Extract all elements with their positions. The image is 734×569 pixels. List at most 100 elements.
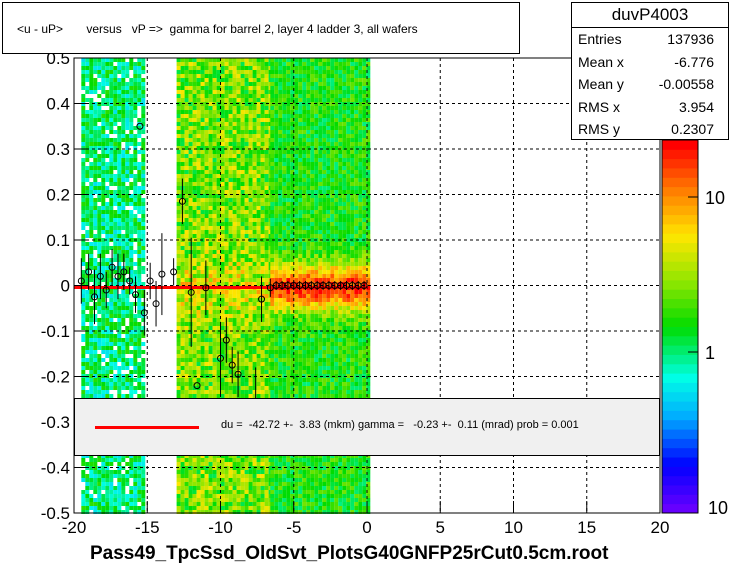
heatmap-cell xyxy=(180,318,185,322)
heatmap-cell xyxy=(192,142,197,146)
heatmap-cell xyxy=(282,62,287,66)
heatmap-cell xyxy=(256,370,261,374)
heatmap-cell xyxy=(252,250,257,254)
heatmap-cell xyxy=(200,218,205,222)
heatmap-cell xyxy=(125,86,130,90)
heatmap-cell xyxy=(278,386,283,390)
heatmap-cell xyxy=(260,166,265,170)
heatmap-cell xyxy=(97,458,102,462)
heatmap-cell xyxy=(137,462,142,466)
heatmap-cell xyxy=(81,170,86,174)
heatmap-cell xyxy=(236,98,241,102)
heatmap-cell xyxy=(121,138,126,142)
heatmap-cell xyxy=(180,350,185,354)
heatmap-cell xyxy=(278,506,283,510)
heatmap-cell xyxy=(232,466,237,470)
heatmap-cell xyxy=(278,194,283,198)
heatmap-cell xyxy=(188,114,193,118)
heatmap-cell xyxy=(105,142,110,146)
heatmap-cell xyxy=(252,218,257,222)
heatmap-cell xyxy=(278,222,283,226)
heatmap-cell xyxy=(274,162,279,166)
heatmap-cell xyxy=(256,318,261,322)
heatmap-cell xyxy=(220,254,225,258)
heatmap-cell xyxy=(117,234,122,238)
heatmap-cell xyxy=(105,302,110,306)
heatmap-cell xyxy=(212,158,217,162)
heatmap-cell xyxy=(200,194,205,198)
heatmap-cell xyxy=(192,458,197,462)
heatmap-cell xyxy=(236,170,241,174)
heatmap-cell xyxy=(188,334,193,338)
heatmap-cell xyxy=(208,246,213,250)
heatmap-cell xyxy=(232,462,237,466)
heatmap-cell xyxy=(141,214,146,218)
heatmap-cell xyxy=(93,186,98,190)
heatmap-cell xyxy=(200,214,205,218)
heatmap-cell xyxy=(137,374,142,378)
heatmap-cell xyxy=(125,138,130,142)
heatmap-cell xyxy=(105,382,110,386)
heatmap-cell xyxy=(137,78,142,82)
heatmap-cell xyxy=(93,202,98,206)
heatmap-cell xyxy=(224,242,229,246)
heatmap-cell xyxy=(188,346,193,350)
heatmap-cell xyxy=(97,198,102,202)
heatmap-cell xyxy=(260,174,265,178)
heatmap-cell xyxy=(113,174,118,178)
heatmap-cell xyxy=(200,390,205,394)
heatmap-cell xyxy=(256,110,261,114)
heatmap-cell xyxy=(176,290,181,294)
heatmap-cell xyxy=(137,234,142,238)
heatmap-cell xyxy=(256,390,261,394)
heatmap-cell xyxy=(117,366,122,370)
heatmap-cell xyxy=(200,346,205,350)
heatmap-cell xyxy=(256,162,261,166)
heatmap-cell xyxy=(240,386,245,390)
heatmap-cell xyxy=(180,506,185,510)
heatmap-cell xyxy=(204,118,209,122)
heatmap-cell xyxy=(252,486,257,490)
heatmap-cell xyxy=(97,510,102,514)
heatmap-cell xyxy=(125,126,130,130)
heatmap-cell xyxy=(240,326,245,330)
heatmap-cell xyxy=(282,210,287,214)
heatmap-cell xyxy=(188,90,193,94)
heatmap-cell xyxy=(228,78,233,82)
heatmap-cell xyxy=(244,114,249,118)
heatmap-cell xyxy=(204,190,209,194)
heatmap-cell xyxy=(85,170,90,174)
heatmap-cell xyxy=(282,262,287,266)
heatmap-cell xyxy=(133,498,138,502)
heatmap-cell xyxy=(278,302,283,306)
heatmap-cell xyxy=(220,378,225,382)
heatmap-cell xyxy=(252,338,257,342)
heatmap-cell xyxy=(97,358,102,362)
heatmap-cell xyxy=(81,386,86,390)
heatmap-cell xyxy=(248,166,253,170)
heatmap-cell xyxy=(105,226,110,230)
heatmap-cell xyxy=(125,74,130,78)
heatmap-cell xyxy=(208,322,213,326)
heatmap-cell xyxy=(141,66,146,70)
heatmap-cell xyxy=(184,98,189,102)
heatmap-cell xyxy=(282,506,287,510)
heatmap-cell xyxy=(105,262,110,266)
heatmap-cell xyxy=(184,74,189,78)
heatmap-cell xyxy=(232,322,237,326)
heatmap-cell xyxy=(286,222,291,226)
heatmap-cell xyxy=(196,114,201,118)
heatmap-cell xyxy=(208,138,213,142)
heatmap-cell xyxy=(290,290,295,294)
heatmap-cell xyxy=(141,202,146,206)
heatmap-cell xyxy=(113,490,118,494)
heatmap-cell xyxy=(129,230,134,234)
heatmap-cell xyxy=(180,322,185,326)
heatmap-cell xyxy=(196,482,201,486)
heatmap-cell xyxy=(109,354,114,358)
heatmap-cell xyxy=(248,310,253,314)
heatmap-cell xyxy=(228,302,233,306)
heatmap-cell xyxy=(196,102,201,106)
heatmap-cell xyxy=(208,58,213,62)
heatmap-cell xyxy=(89,374,94,378)
